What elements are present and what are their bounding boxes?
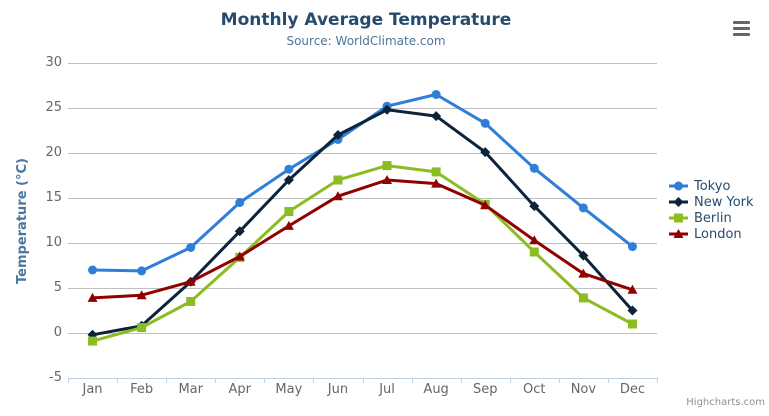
data-point-new-york[interactable] (480, 147, 491, 158)
data-point-london[interactable] (234, 251, 245, 261)
data-point-tokyo[interactable] (627, 242, 637, 252)
data-point-berlin[interactable] (186, 297, 196, 306)
data-point-new-york[interactable] (431, 111, 442, 122)
data-point-new-york[interactable] (234, 226, 245, 237)
export-menu-button[interactable] (733, 21, 750, 36)
x-axis-label-mar: Mar (178, 382, 203, 397)
x-axis-label-apr: Apr (228, 382, 252, 397)
legend-item-london[interactable]: London (668, 226, 754, 242)
data-point-berlin[interactable] (431, 167, 441, 177)
data-point-berlin[interactable] (627, 319, 637, 329)
data-point-tokyo[interactable] (186, 243, 196, 252)
x-axis-label-jun: Jun (327, 382, 349, 397)
data-point-new-york[interactable] (382, 104, 393, 115)
data-point-new-york[interactable] (578, 250, 589, 261)
data-point-berlin[interactable] (578, 293, 588, 303)
data-point-berlin[interactable] (333, 175, 343, 185)
credits-link[interactable]: Highcharts.com (686, 397, 765, 408)
data-point-london[interactable] (87, 292, 98, 302)
x-axis-label-aug: Aug (423, 382, 449, 397)
data-point-berlin[interactable] (529, 247, 539, 257)
data-point-london[interactable] (578, 268, 589, 278)
data-point-berlin[interactable] (137, 323, 147, 333)
data-point-berlin[interactable] (284, 207, 294, 216)
x-axis-label-nov: Nov (570, 382, 597, 397)
chart-subtitle: Source: WorldClimate.com (286, 34, 446, 48)
legend-label: Berlin (694, 210, 732, 226)
data-point-tokyo[interactable] (137, 266, 147, 276)
legend-item-berlin[interactable]: Berlin (668, 210, 754, 226)
legend-item-tokyo[interactable]: Tokyo (668, 178, 754, 194)
x-axis-label-sep: Sep (472, 382, 498, 397)
series-line-london[interactable] (91, 178, 634, 300)
data-point-london[interactable] (431, 178, 442, 188)
data-point-tokyo[interactable] (578, 203, 588, 213)
data-point-london[interactable] (332, 191, 343, 201)
y-axis-label: 0 (53, 325, 62, 340)
legend-marker-square-icon (669, 213, 688, 223)
x-axis-label-dec: Dec (619, 382, 646, 397)
data-point-berlin[interactable] (88, 336, 98, 346)
data-point-tokyo[interactable] (529, 163, 539, 173)
legend-label: Tokyo (694, 178, 731, 194)
x-axis-label-jul: Jul (379, 382, 395, 397)
data-point-london[interactable] (382, 175, 393, 184)
data-point-new-york[interactable] (283, 175, 294, 185)
series-line-berlin[interactable] (91, 164, 634, 343)
x-axis-label-may: May (275, 382, 303, 397)
y-axis-label: -5 (49, 370, 62, 385)
x-axis-label-oct: Oct (523, 382, 546, 397)
y-axis-label: 30 (45, 55, 62, 70)
data-point-tokyo[interactable] (480, 118, 490, 128)
data-point-new-york[interactable] (529, 201, 540, 212)
legend-label: New York (694, 194, 754, 210)
hamburger-icon (733, 21, 750, 24)
data-point-london[interactable] (185, 276, 196, 286)
hamburger-icon (733, 33, 750, 36)
y-axis-label: 20 (45, 145, 62, 160)
hamburger-icon (733, 27, 750, 30)
series-line-new-york[interactable] (91, 108, 634, 337)
data-point-london[interactable] (480, 200, 491, 210)
y-axis-label: 10 (45, 235, 62, 250)
data-point-tokyo[interactable] (431, 90, 441, 99)
x-axis-label-feb: Feb (130, 382, 154, 397)
chart-title: Monthly Average Temperature (220, 10, 512, 30)
y-axis-label: 25 (45, 100, 62, 115)
data-point-tokyo[interactable] (284, 164, 294, 174)
y-axis-label: 15 (45, 190, 62, 205)
data-point-tokyo[interactable] (235, 198, 245, 207)
legend-marker-triangle-icon (669, 229, 688, 238)
y-axis-label: 5 (53, 280, 62, 295)
data-point-london[interactable] (283, 220, 294, 230)
legend-marker-circle-icon (669, 181, 688, 191)
data-point-new-york[interactable] (332, 130, 343, 140)
x-axis-label-jan: Jan (82, 382, 103, 397)
data-point-london[interactable] (627, 284, 638, 294)
legend-label: London (694, 226, 742, 242)
legend-item-new-york[interactable]: New York (668, 194, 754, 210)
data-point-tokyo[interactable] (88, 265, 98, 275)
data-point-berlin[interactable] (382, 161, 392, 171)
data-point-london[interactable] (136, 290, 147, 300)
legend-marker-diamond-icon (669, 197, 688, 207)
legend: Tokyo New York Berlin London (668, 178, 754, 242)
data-point-london[interactable] (529, 235, 540, 245)
data-point-new-york[interactable] (627, 305, 638, 316)
